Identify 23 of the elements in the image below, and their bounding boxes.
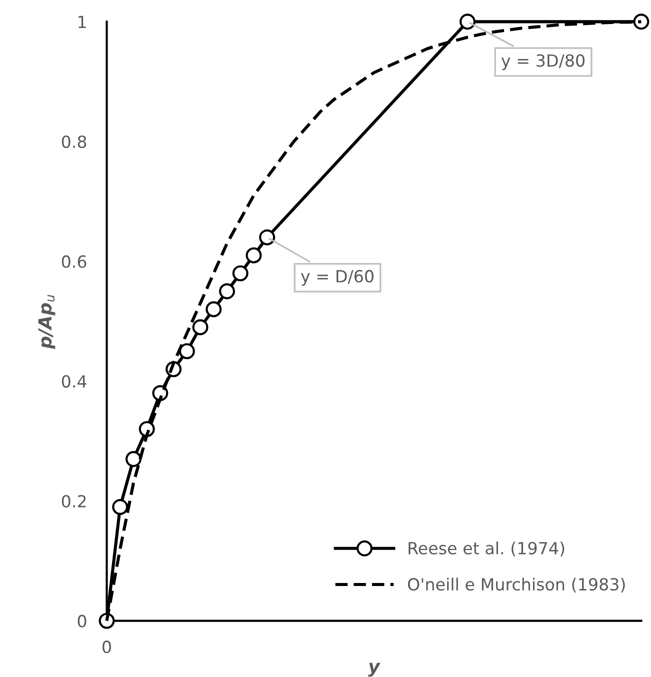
annotation: y = 3D/80: [501, 54, 585, 70]
x-axis-title: y: [368, 662, 381, 677]
y-tick-label: 0.4: [62, 375, 86, 388]
legend-label: Reese et al. (1974): [408, 542, 564, 556]
point: [219, 283, 236, 300]
point: [126, 451, 142, 468]
point: [460, 14, 476, 30]
annotation: y = D/60: [301, 270, 374, 286]
point: [112, 498, 128, 515]
point: [259, 229, 276, 246]
point: [232, 265, 248, 282]
y-tick-label: 0.6: [62, 255, 86, 268]
point: [206, 301, 222, 318]
y-tick-label: 0.8: [62, 135, 86, 148]
y-axis-title: p/Ap$_{u}$: [38, 294, 56, 350]
point: [633, 14, 650, 30]
point: [178, 343, 195, 360]
point: [192, 319, 208, 336]
legend-label: O'neill e Murchison (1983): [408, 578, 625, 593]
point: [246, 247, 262, 264]
y-tick-label: 0: [78, 614, 86, 628]
y-tick-label: 0.2: [62, 494, 86, 508]
y-tick-label: 1: [78, 16, 86, 28]
